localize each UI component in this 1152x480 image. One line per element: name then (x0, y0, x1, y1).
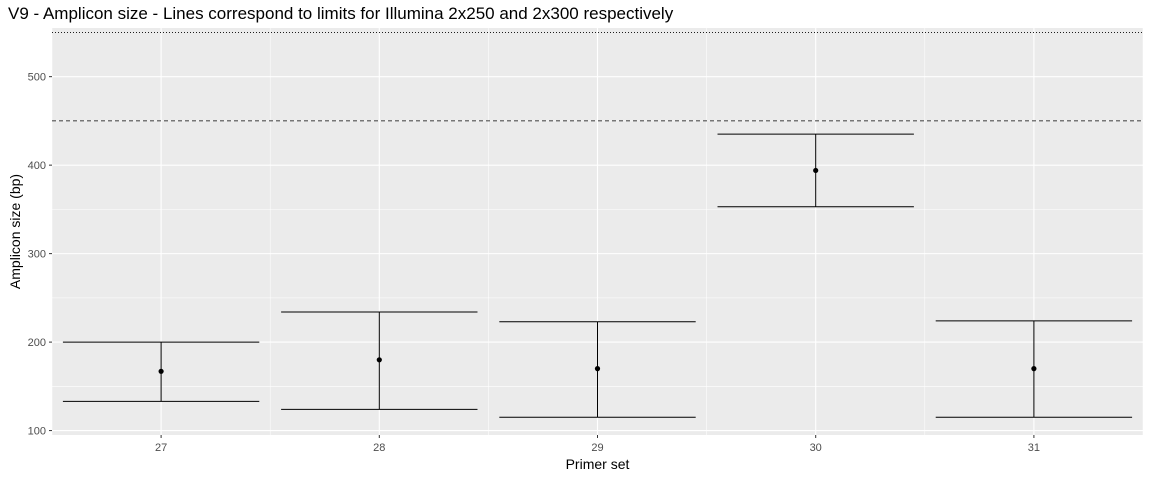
y-tick-label: 200 (28, 337, 46, 349)
x-tick-label: 31 (1028, 442, 1040, 454)
x-axis-ticks: 27 28 29 30 31 (155, 435, 1040, 454)
x-tick-label: 30 (810, 442, 822, 454)
y-tick-label: 400 (28, 160, 46, 172)
mean-point (158, 368, 164, 374)
y-tick-label: 300 (28, 249, 46, 261)
y-tick-label: 100 (28, 426, 46, 438)
mean-point (813, 167, 819, 174)
y-tick-label: 500 (28, 72, 46, 84)
mean-point (1031, 366, 1037, 372)
x-axis-title: Primer set (566, 456, 630, 472)
chart-title: V9 - Amplicon size - Lines correspond to… (8, 4, 674, 23)
points (158, 167, 1037, 374)
y-axis-ticks: 100 200 300 400 500 (28, 72, 52, 438)
y-axis-title: Amplicon size (bp) (7, 174, 23, 289)
mean-point (376, 357, 382, 363)
x-tick-label: 27 (155, 442, 167, 454)
reference-lines (52, 32, 1143, 122)
mean-point (594, 366, 601, 372)
x-tick-label: 29 (591, 442, 603, 454)
x-tick-label: 28 (373, 442, 385, 454)
